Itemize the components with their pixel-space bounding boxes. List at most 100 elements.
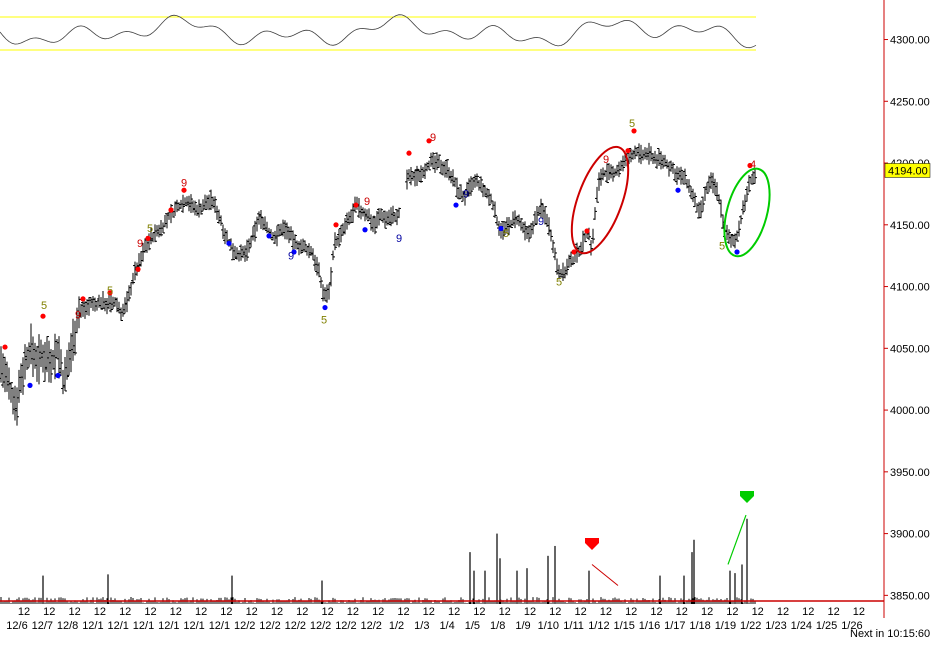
price-bar — [445, 158, 449, 178]
price-bar — [243, 245, 247, 262]
hour-tick-label: 12 — [220, 606, 232, 618]
swing-high-dot — [40, 313, 46, 319]
price-bar — [749, 176, 753, 185]
price-bar — [571, 256, 575, 266]
price-bar — [253, 220, 257, 242]
price-bar — [545, 213, 549, 228]
price-bar — [719, 199, 723, 218]
swing-low-dot — [322, 304, 328, 311]
price-bar — [471, 177, 475, 191]
price-bar — [657, 147, 661, 166]
price-bar — [479, 176, 483, 192]
setup-count: 9 — [181, 178, 187, 190]
price-bar — [15, 387, 19, 426]
price-bar — [271, 232, 275, 241]
date-tick-label: 12/2 — [285, 620, 306, 632]
price-bar — [41, 344, 45, 373]
price-bar — [339, 225, 343, 243]
swing-high-dot — [353, 202, 359, 208]
price-bar — [265, 221, 269, 234]
swing-low-dot — [27, 382, 33, 388]
price-bar — [129, 282, 133, 296]
price-bar — [621, 155, 625, 172]
price-bar — [453, 177, 457, 188]
date-tick-label: 1/18 — [689, 620, 710, 632]
price-bar — [257, 211, 261, 225]
price-bar — [203, 194, 207, 210]
price-bar — [349, 209, 353, 224]
hour-tick-label: 12 — [549, 606, 561, 618]
price-bar — [95, 300, 99, 311]
price-bar — [413, 169, 417, 187]
price-bar — [605, 163, 609, 184]
swing-high-dot — [80, 296, 86, 302]
date-tick-label: 12/2 — [335, 620, 356, 632]
price-bar — [663, 154, 667, 167]
price-bar — [51, 349, 55, 370]
hour-tick-label: 12 — [524, 606, 536, 618]
price-bar — [213, 196, 217, 213]
price-bar — [717, 194, 721, 204]
price-bar — [85, 299, 89, 316]
price-bar — [259, 210, 263, 230]
price-bar — [397, 207, 401, 219]
price-bar — [387, 209, 391, 226]
price-bar — [309, 245, 313, 256]
price-tick-label: 4100.00 — [890, 282, 930, 294]
price-bar — [43, 342, 47, 382]
price-bar — [537, 206, 541, 217]
red-down-arrow — [585, 537, 599, 550]
price-bar — [743, 194, 747, 212]
price-bar — [291, 230, 295, 253]
price-bar — [23, 344, 27, 380]
hour-tick-label: 12 — [119, 606, 131, 618]
price-bar — [377, 207, 381, 226]
price-bar — [551, 239, 555, 254]
swing-low-dot — [266, 233, 272, 239]
price-bar — [713, 178, 717, 196]
price-bar — [679, 166, 683, 185]
price-bar — [651, 153, 655, 165]
price-bar — [661, 154, 665, 169]
price-bar — [161, 222, 165, 234]
price-bar — [731, 234, 735, 246]
date-tick-label: 12/8 — [57, 620, 78, 632]
price-bar — [671, 162, 675, 174]
date-tick-label: 12/1 — [209, 620, 230, 632]
price-bar — [289, 226, 293, 241]
price-bar — [57, 336, 61, 379]
price-bar — [21, 357, 25, 395]
price-bar — [45, 336, 49, 373]
swing-high-dot — [2, 344, 8, 350]
price-bar — [239, 244, 243, 261]
price-tick-label: 4000.00 — [890, 405, 930, 417]
price-bar — [639, 144, 643, 165]
price-bar — [379, 208, 383, 221]
price-bar — [689, 186, 693, 200]
price-bar — [549, 229, 553, 242]
next-bar-countdown: Next in 10:15:60 — [850, 628, 931, 640]
price-bar — [317, 262, 321, 278]
price-bar — [327, 283, 331, 300]
date-tick-label: 12/1 — [158, 620, 179, 632]
price-bar — [437, 154, 441, 168]
swing-high-dot — [571, 249, 577, 255]
price-bar — [33, 342, 37, 369]
date-tick-label: 1/22 — [740, 620, 761, 632]
price-bar — [591, 228, 595, 244]
price-bar — [209, 189, 213, 211]
price-bar — [197, 199, 201, 218]
price-bar — [337, 228, 341, 248]
date-tick-label: 1/19 — [715, 620, 736, 632]
swing-high-dot — [625, 148, 631, 154]
price-bar — [333, 232, 337, 251]
oscillator-panel — [0, 14, 757, 51]
setup-count: 5 — [556, 276, 562, 288]
date-tick-label: 1/15 — [613, 620, 634, 632]
hour-tick-label: 12 — [144, 606, 156, 618]
price-bar — [345, 212, 349, 230]
price-bar — [475, 173, 479, 187]
price-bar — [153, 224, 157, 243]
price-bar — [633, 145, 637, 160]
